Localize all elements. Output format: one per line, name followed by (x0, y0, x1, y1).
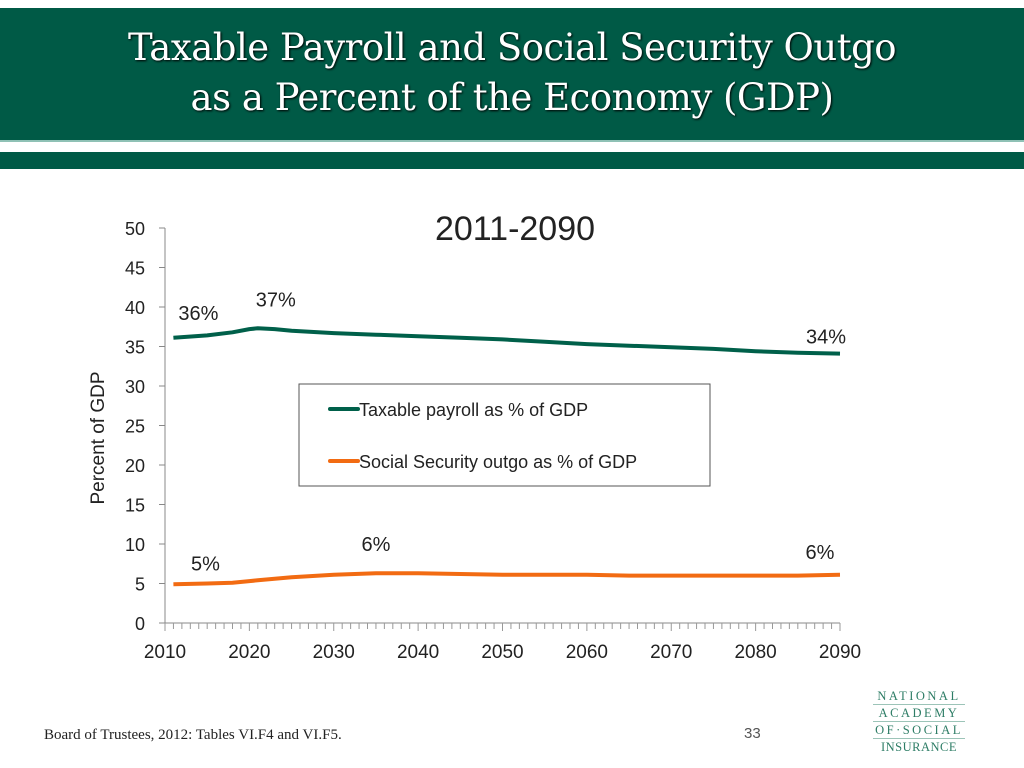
y-tick-label: 0 (135, 614, 145, 634)
page-number: 33 (744, 725, 761, 742)
y-tick-label: 40 (125, 298, 145, 318)
chart-title: 2011-2090 (435, 210, 595, 248)
legend-label: Taxable payroll as % of GDP (359, 400, 588, 420)
logo-line: INSURANCE (880, 740, 958, 754)
data-label: 37% (256, 289, 296, 311)
x-tick-label: 2010 (144, 642, 186, 663)
title-line-1: Taxable Payroll and Social Security Outg… (127, 26, 897, 69)
y-tick-label: 5 (135, 575, 145, 595)
data-label: 34% (806, 327, 846, 349)
x-tick-label: 2060 (566, 642, 608, 663)
data-label: 5% (191, 553, 220, 575)
y-tick-label: 15 (125, 496, 145, 516)
title-banner: Taxable Payroll and Social Security Outg… (0, 8, 1024, 142)
y-tick-label: 25 (125, 417, 145, 437)
data-label: 36% (178, 303, 218, 325)
x-tick-label: 2050 (481, 642, 523, 663)
divider-bar (0, 152, 1024, 169)
series-line-0 (173, 326, 841, 356)
title-line-2: as a Percent of the Economy (GDP) (190, 76, 834, 119)
y-tick-label: 50 (125, 219, 145, 239)
data-label: 6% (361, 534, 390, 556)
y-tick-label: 20 (125, 456, 145, 476)
x-tick-label: 2040 (397, 642, 439, 663)
slide-title: Taxable Payroll and Social Security Outg… (0, 23, 1024, 123)
y-tick-label: 10 (125, 535, 145, 555)
nasi-logo: NATIONAL ACADEMY OF·SOCIAL INSURANCE (873, 688, 965, 755)
x-tick-label: 2030 (313, 642, 355, 663)
series-line-1 (173, 571, 841, 587)
source-note: Board of Trustees, 2012: Tables VI.F4 an… (44, 727, 342, 743)
logo-line: ACADEMY (873, 705, 965, 722)
data-label: 6% (806, 542, 835, 564)
y-tick-label: 30 (125, 377, 145, 397)
logo-line: NATIONAL (873, 688, 965, 705)
x-tick-label: 2070 (650, 642, 692, 663)
x-tick-label: 2020 (228, 642, 270, 663)
y-axis-label: Percent of GDP (88, 371, 109, 504)
y-tick-label: 35 (125, 338, 145, 358)
x-tick-label: 2080 (734, 642, 776, 663)
y-tick-label: 45 (125, 259, 145, 279)
legend-label: Social Security outgo as % of GDP (359, 452, 637, 472)
logo-line: OF·SOCIAL (873, 722, 965, 739)
x-tick-label: 2090 (819, 642, 861, 663)
legend-box (298, 383, 711, 487)
